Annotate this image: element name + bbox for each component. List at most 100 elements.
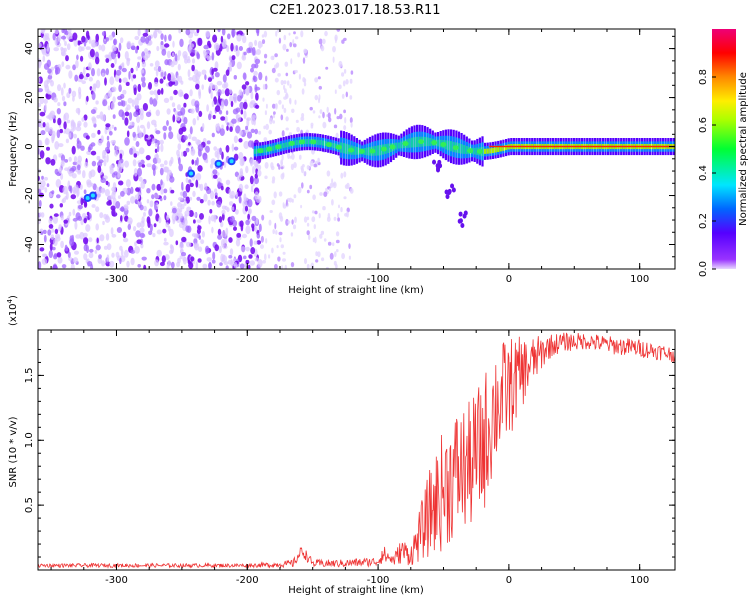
noise-point [321, 38, 326, 45]
band-core [413, 137, 416, 148]
noise-point [127, 223, 131, 230]
noise-point [197, 258, 202, 263]
noise-point [159, 197, 163, 202]
noise-point [130, 67, 134, 74]
noise-point [139, 232, 145, 239]
noise-point [243, 101, 248, 110]
noise-point [199, 213, 204, 220]
noise-point [265, 238, 268, 244]
noise-point [275, 103, 278, 110]
noise-point [107, 89, 113, 98]
noise-point [91, 160, 97, 167]
noise-point [121, 62, 125, 68]
noise-point [297, 52, 300, 58]
noise-point [315, 259, 319, 263]
noise-point [122, 231, 127, 239]
noise-point [180, 203, 185, 210]
noise-point [131, 99, 135, 108]
noise-point [224, 88, 230, 97]
snr-axes: -300 -200 -100 0 100 0.5 1.0 1.5 [24, 330, 675, 586]
noise-point [233, 75, 237, 80]
noise-point [117, 101, 122, 107]
noise-point [333, 124, 338, 129]
noise-point [189, 43, 195, 48]
noise-point [117, 170, 121, 179]
noise-point [153, 31, 158, 39]
noise-point [198, 235, 201, 240]
noise-point [222, 74, 227, 83]
noise-point [203, 193, 208, 202]
noise-point [227, 33, 231, 40]
noise-point [142, 32, 149, 37]
band-core [342, 143, 345, 154]
noise-point [164, 71, 167, 78]
noise-point [49, 203, 54, 209]
noise-point [278, 37, 282, 44]
noise-point [193, 242, 198, 249]
noise-point [238, 46, 243, 51]
noise-point [335, 231, 340, 237]
noise-point [133, 87, 137, 96]
noise-point [77, 155, 82, 163]
noise-point [233, 135, 238, 144]
noise-point [104, 189, 110, 197]
noise-point [151, 164, 156, 171]
noise-point [113, 38, 118, 46]
noise-point [275, 62, 280, 68]
noise-point [195, 139, 201, 145]
noise-point [193, 219, 196, 224]
noise-point [241, 54, 247, 61]
noise-point [176, 75, 180, 82]
noise-point [102, 99, 108, 107]
noise-point [60, 240, 64, 249]
noise-point [134, 97, 139, 107]
band-core [416, 136, 419, 148]
noise-point [231, 206, 235, 211]
noise-point [108, 199, 112, 205]
noise-point [264, 253, 267, 261]
noise-point [221, 98, 226, 107]
noise-point [229, 248, 234, 256]
y-tick-label: 20 [24, 91, 35, 104]
noise-point [43, 99, 48, 104]
noise-point [148, 230, 153, 236]
noise-point [201, 69, 207, 75]
noise-point [90, 150, 97, 156]
bright-point [90, 193, 95, 198]
noise-point [218, 216, 223, 223]
noise-point [135, 141, 140, 147]
noise-point [278, 231, 283, 236]
noise-point [170, 61, 175, 68]
noise-point [271, 179, 275, 184]
noise-point [322, 121, 327, 129]
noise-point [235, 107, 241, 113]
band-core [502, 145, 505, 151]
x-tick-label: -300 [105, 575, 128, 586]
band-core [408, 138, 411, 148]
noise-point [78, 74, 84, 80]
noise-point [339, 113, 343, 120]
noise-point [104, 77, 107, 86]
noise-point [198, 246, 203, 252]
noise-point [242, 200, 248, 208]
noise-point [278, 212, 283, 220]
noise-point [125, 81, 130, 86]
noise-point [106, 254, 110, 262]
noise-point [221, 151, 224, 160]
noise-point [151, 183, 156, 191]
noise-point [179, 38, 184, 48]
noise-point [95, 79, 101, 89]
noise-point [255, 197, 261, 203]
noise-point [157, 30, 162, 34]
noise-point [112, 188, 117, 195]
noise-point [136, 222, 142, 228]
noise-point [48, 250, 53, 258]
noise-point [155, 152, 159, 160]
noise-point [39, 111, 46, 117]
noise-point [137, 167, 142, 177]
noise-point [269, 117, 273, 125]
noise-point [137, 29, 141, 37]
noise-point [209, 163, 214, 169]
noise-point [83, 217, 87, 224]
noise-point [65, 138, 69, 144]
